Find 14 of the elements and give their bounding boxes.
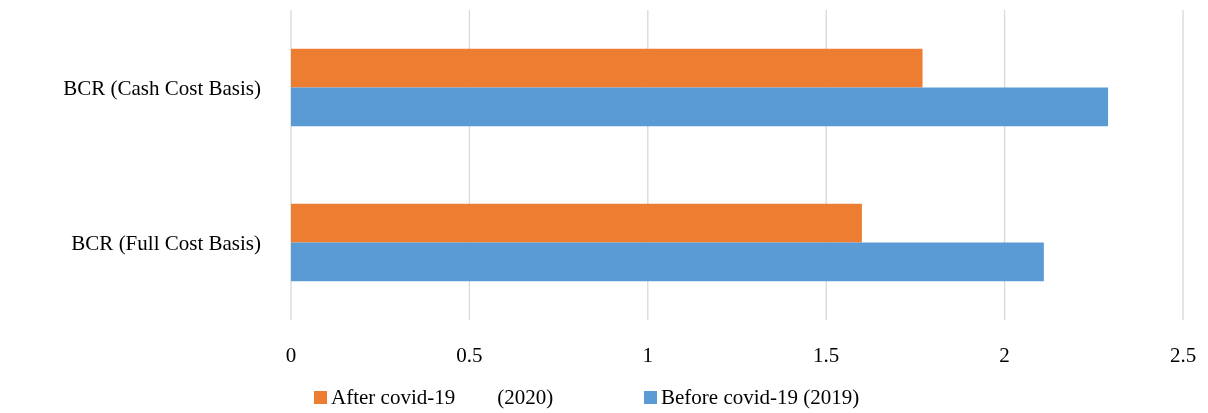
- y-tick-label: BCR (Cash Cost Basis): [63, 75, 261, 100]
- legend-label: After covid-19 (2020): [331, 385, 554, 409]
- bar: [291, 48, 923, 88]
- x-tick-label: 2: [999, 343, 1010, 367]
- bar: [291, 87, 1109, 127]
- x-tick-label: 2.5: [1169, 343, 1197, 367]
- x-tick-label: 1: [642, 343, 654, 367]
- x-tick-label: 0: [285, 343, 297, 367]
- x-tick-label: 0.5: [456, 343, 483, 367]
- legend-label: Before covid-19 (2019): [661, 385, 860, 409]
- x-tick-label: 1.5: [813, 343, 840, 367]
- bar: [291, 203, 862, 243]
- bar: [291, 242, 1044, 282]
- y-tick-label: BCR (Full Cost Basis): [71, 230, 261, 255]
